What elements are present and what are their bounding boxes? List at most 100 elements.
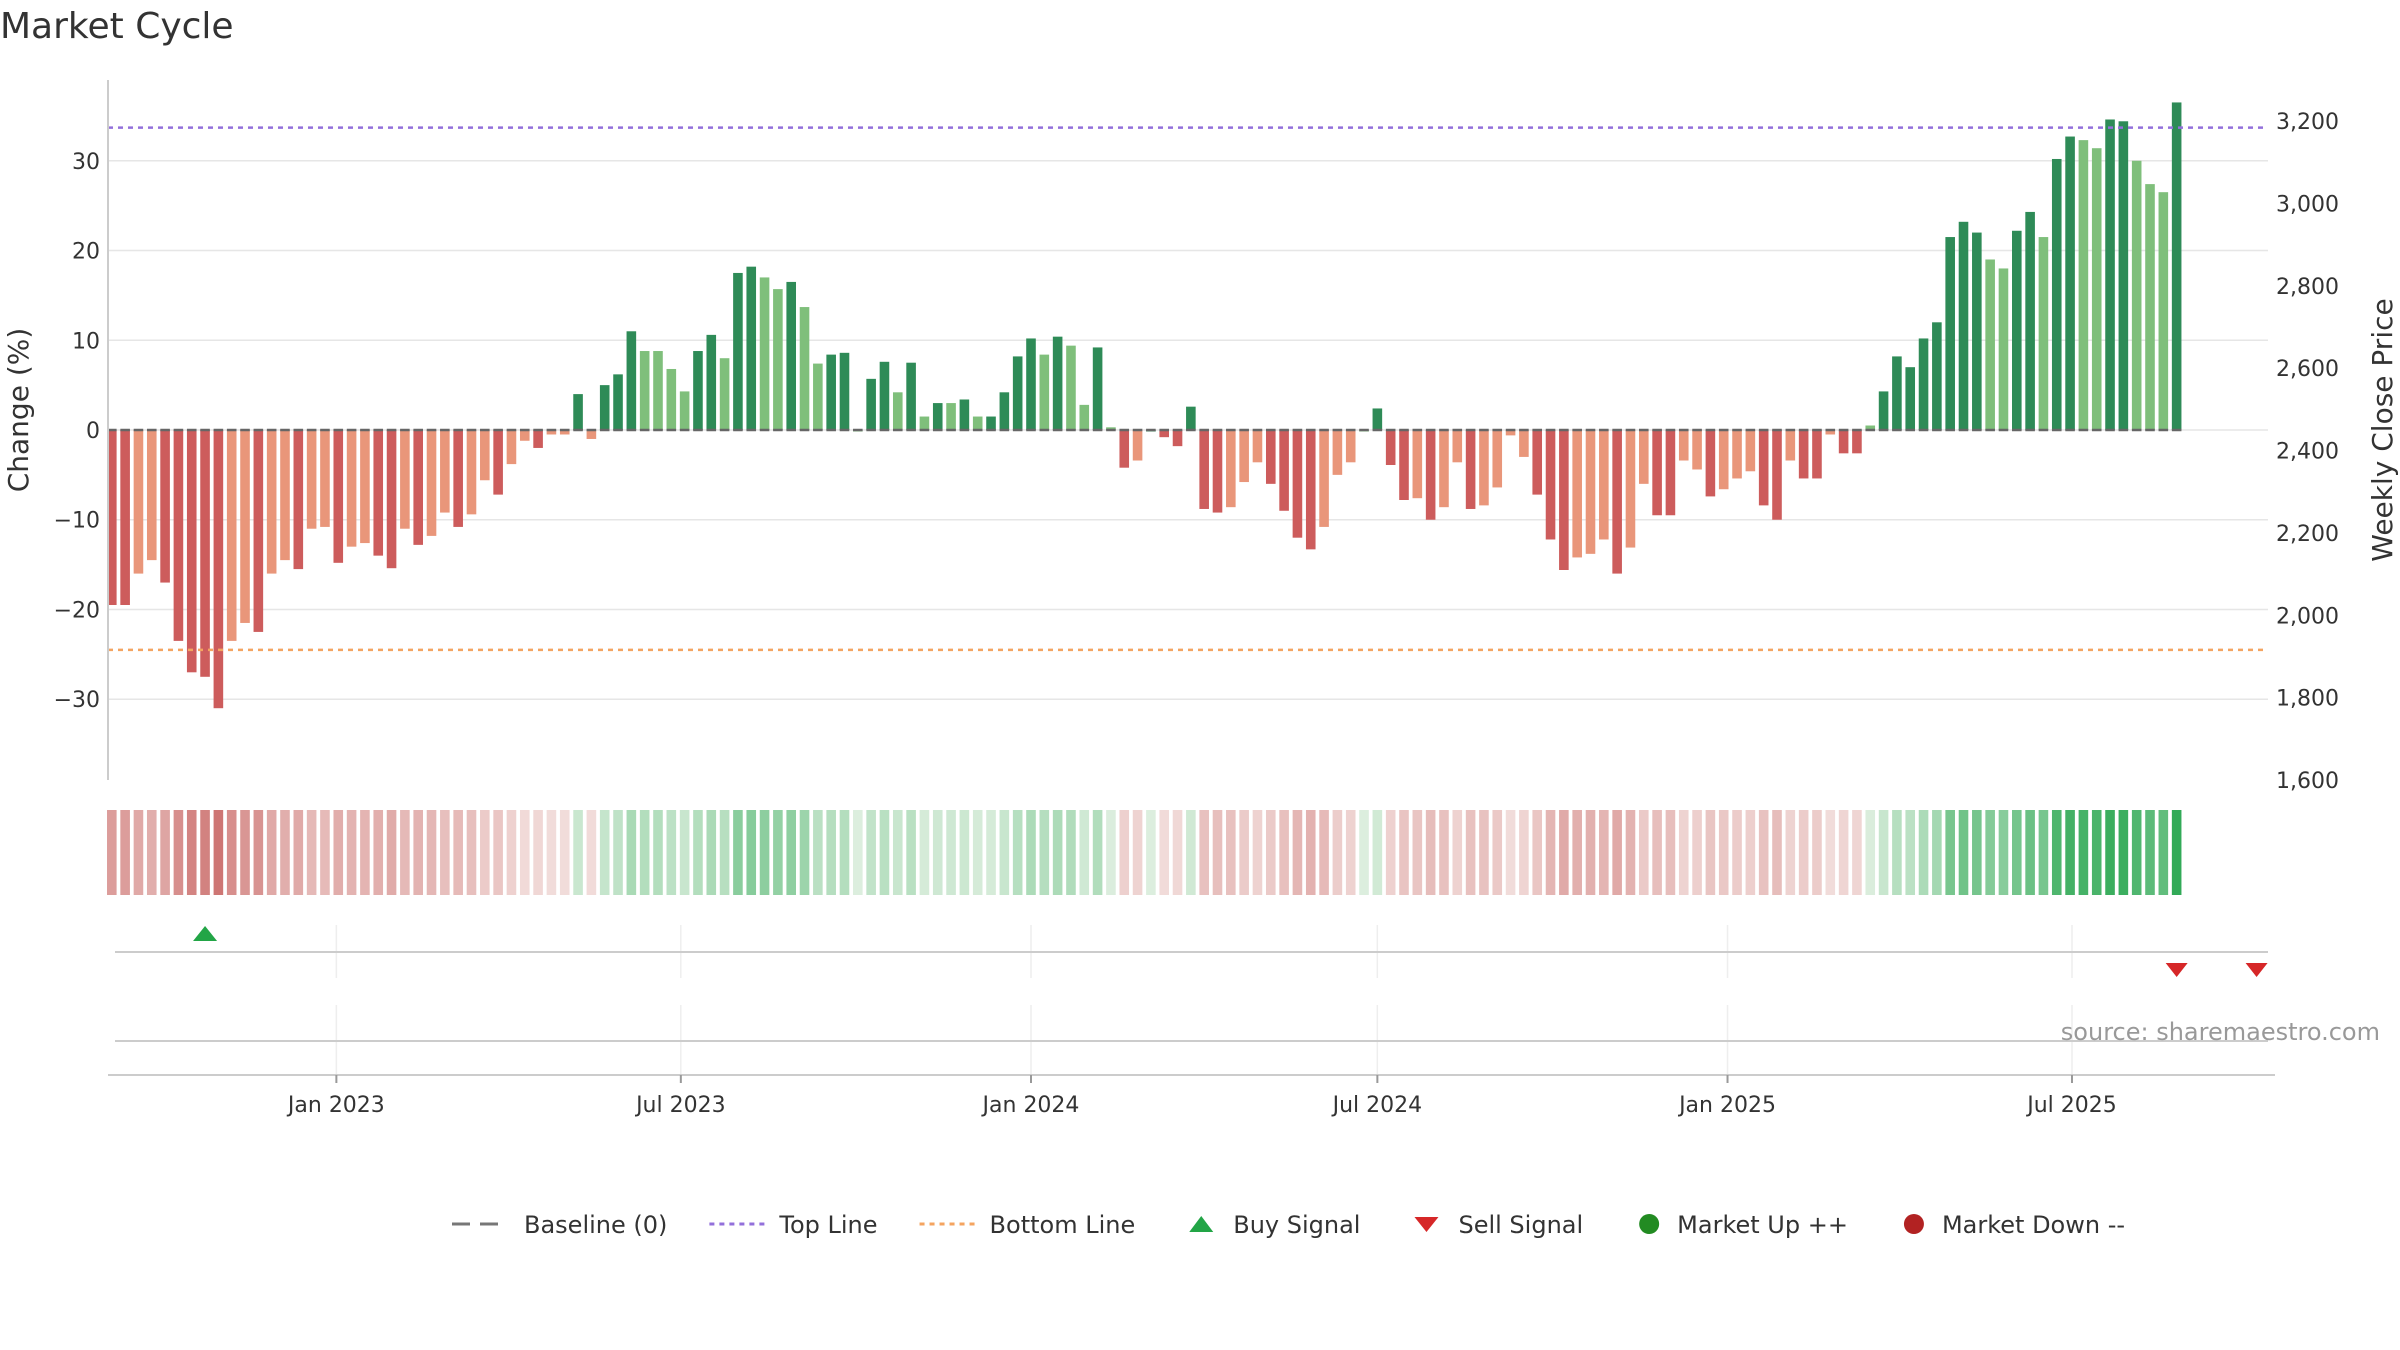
- change-bar: [999, 392, 1010, 430]
- heat-cell: [2105, 810, 2115, 895]
- heat-cell: [613, 810, 623, 895]
- change-bar: [293, 430, 304, 570]
- change-bar: [1319, 430, 1329, 527]
- change-bar: [959, 399, 970, 430]
- heat-cell: [746, 810, 757, 895]
- heat-cell: [2118, 810, 2129, 895]
- heat-cell: [1439, 810, 1449, 895]
- heat-cell: [1545, 810, 1556, 895]
- change-bar: [679, 391, 690, 430]
- change-bar: [160, 430, 170, 583]
- change-bar: [1345, 430, 1356, 463]
- heat-cell: [480, 810, 490, 895]
- change-bar: [266, 430, 277, 574]
- change-bar: [453, 430, 463, 527]
- change-bar: [2065, 136, 2075, 431]
- change-bar: [986, 416, 996, 430]
- heat-cell: [173, 810, 184, 895]
- change-bar: [599, 385, 610, 430]
- change-bar: [2118, 121, 2129, 431]
- change-bar: [1186, 406, 1196, 430]
- source-credit: source: sharemaestro.com: [2061, 1018, 2380, 1046]
- change-bar: [1945, 237, 1955, 430]
- change-bar: [306, 430, 317, 529]
- change-bar: [480, 430, 490, 481]
- change-bar: [226, 430, 237, 641]
- heat-cell: [1345, 810, 1356, 895]
- change-bar: [2051, 158, 2062, 430]
- y-tick-label: 10: [72, 329, 100, 354]
- heat-cell: [1452, 810, 1463, 895]
- heat-cell: [1012, 810, 1023, 895]
- change-bar: [2038, 237, 2049, 430]
- heat-cell: [826, 810, 836, 895]
- heat-cell: [1026, 810, 1036, 895]
- heat-cell: [2038, 810, 2049, 895]
- heat-cell: [1385, 810, 1396, 895]
- legend-item: Baseline (0): [452, 1211, 667, 1239]
- change-bar: [706, 334, 717, 430]
- heat-cell: [519, 810, 530, 895]
- change-bar: [586, 430, 597, 439]
- y2-tick-label: 3,200: [2276, 110, 2339, 135]
- heat-cell: [160, 810, 170, 895]
- heat-cell: [693, 810, 703, 895]
- heat-cell: [146, 810, 157, 895]
- change-bar: [186, 430, 197, 673]
- heat-cell: [1039, 810, 1050, 895]
- change-bar: [1705, 430, 1716, 497]
- change-bar: [466, 430, 477, 515]
- change-bar: [799, 307, 810, 430]
- change-bar: [2091, 148, 2102, 430]
- change-bar: [1665, 430, 1676, 516]
- heat-cell: [2078, 810, 2089, 895]
- change-bar: [1412, 430, 1423, 499]
- heat-cell: [799, 810, 810, 895]
- heat-cell: [1079, 810, 1090, 895]
- heat-cell: [1412, 810, 1423, 895]
- heat-cell: [599, 810, 610, 895]
- change-bar: [1465, 430, 1476, 509]
- heat-cell: [1106, 810, 1116, 895]
- heat-cell: [1519, 810, 1529, 895]
- heat-cell: [1479, 810, 1489, 895]
- change-bar: [759, 277, 770, 430]
- x-tick-label: Jan 2025: [1677, 1093, 1776, 1118]
- heat-cell: [1399, 810, 1409, 895]
- change-bar: [2158, 192, 2169, 430]
- legend-circle-icon: [1639, 1214, 1660, 1234]
- x-tick-label: Jan 2024: [981, 1093, 1080, 1118]
- change-bar: [1332, 430, 1343, 475]
- heat-cell: [1425, 810, 1436, 895]
- heat-cell: [573, 810, 583, 895]
- heat-cell: [1159, 810, 1170, 895]
- buy-signal-marker: [193, 926, 218, 941]
- heat-cell: [1372, 810, 1383, 895]
- change-bar: [426, 430, 437, 536]
- change-bar: [972, 416, 983, 430]
- heat-cell: [1758, 810, 1769, 895]
- heat-cell: [2091, 810, 2102, 895]
- heat-cell: [120, 810, 130, 895]
- heat-cell: [853, 810, 863, 895]
- change-bar: [746, 266, 757, 430]
- heat-cell: [2145, 810, 2155, 895]
- change-bar: [320, 430, 330, 527]
- heat-cell: [1692, 810, 1702, 895]
- change-bar: [1492, 430, 1503, 488]
- heat-cell: [107, 810, 117, 895]
- change-bar: [1452, 430, 1463, 463]
- heat-cell: [200, 810, 210, 895]
- heat-cell: [426, 810, 437, 895]
- axes: −30 −20 −10 0 10 20 30 1,600 1,800 2,000 2,200 2,40…: [54, 80, 2339, 794]
- change-bar: [1878, 391, 1889, 430]
- heat-cell: [1612, 810, 1622, 895]
- y-tick-label: −30: [54, 688, 100, 713]
- change-bar: [1252, 430, 1263, 463]
- legend-up-triangle-icon: [1189, 1216, 1214, 1232]
- heat-cell: [1798, 810, 1809, 895]
- heat-cell: [413, 810, 423, 895]
- change-bar: [866, 378, 876, 430]
- heat-cell: [1359, 810, 1369, 895]
